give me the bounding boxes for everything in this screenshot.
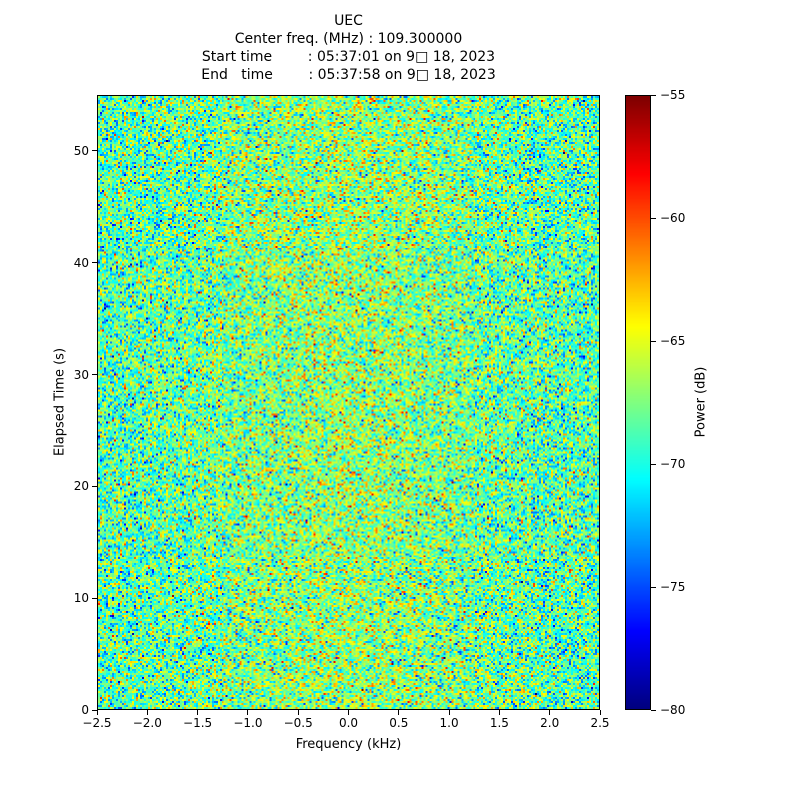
y-tick-label: 10	[73, 591, 89, 606]
colorbar-tick-label: −65	[660, 334, 686, 348]
x-tick-mark	[498, 710, 500, 715]
x-tick-mark	[348, 710, 349, 715]
x-tick-label: 1.5	[489, 716, 509, 730]
y-axis-label: Elapsed Time (s)	[52, 347, 68, 457]
title-block: UEC Center freq. (MHz) : 109.300000 Star…	[97, 12, 600, 84]
x-tick-mark	[297, 710, 299, 715]
colorbar-tick-label: −80	[660, 703, 686, 717]
x-tick-mark	[599, 710, 601, 715]
x-axis-label: Frequency (kHz)	[295, 737, 402, 752]
y-tick-mark	[92, 374, 97, 376]
colorbar-tick-label: −75	[660, 580, 686, 594]
y-tick-mark	[92, 709, 97, 711]
y-tick-label: 50	[73, 143, 89, 158]
colorbar-tick-label: −70	[660, 457, 686, 471]
colorbar-tick-mark	[651, 586, 656, 588]
colorbar-label: Power (dB)	[693, 366, 709, 438]
spectrogram-heatmap	[98, 96, 599, 709]
x-tick-mark	[247, 710, 249, 715]
x-tick-label: 0.0	[338, 716, 359, 730]
x-tick-label: 1.0	[439, 716, 459, 730]
x-tick-label: −0.5	[283, 716, 313, 730]
colorbar-tick-mark	[651, 463, 656, 465]
colorbar-tick-mark	[651, 709, 656, 711]
x-tick-label: −1.0	[233, 716, 263, 730]
x-tick-label: 0.5	[389, 716, 409, 730]
x-tick-label: −2.5	[82, 716, 112, 730]
center-freq-line: Center freq. (MHz) : 109.300000	[234, 31, 463, 47]
colorbar-gradient	[626, 96, 650, 709]
x-tick-mark	[448, 710, 450, 715]
y-tick-label: 40	[73, 255, 89, 270]
end-time-line: End time : 05:37:58 on 9□ 18, 2023	[201, 67, 496, 83]
chart-title: UEC	[334, 13, 363, 29]
y-tick-mark	[92, 597, 97, 599]
x-tick-mark	[197, 710, 199, 715]
start-time-line: Start time : 05:37:01 on 9□ 18, 2023	[201, 49, 496, 65]
colorbar-tick-label: −55	[660, 88, 686, 102]
colorbar-tick-mark	[651, 340, 656, 342]
x-tick-label: 2.0	[540, 716, 560, 730]
x-tick-mark	[549, 710, 551, 715]
y-tick-mark	[92, 485, 97, 487]
x-tick-mark	[398, 710, 400, 715]
x-tick-label: −2.0	[132, 716, 162, 730]
y-tick-label: 30	[73, 367, 89, 382]
y-tick-label: 20	[73, 479, 89, 494]
x-tick-label: −1.5	[183, 716, 213, 730]
colorbar	[625, 95, 651, 710]
plot-area	[97, 95, 600, 710]
x-tick-mark	[146, 710, 148, 715]
x-tick-mark	[96, 710, 98, 715]
colorbar-tick-label: −60	[660, 211, 686, 225]
x-tick-label: 2.5	[590, 716, 610, 730]
colorbar-tick-mark	[651, 94, 656, 96]
y-tick-mark	[92, 262, 97, 264]
colorbar-tick-mark	[651, 217, 656, 219]
y-tick-mark	[92, 150, 97, 152]
y-tick-label: 0	[81, 703, 89, 717]
